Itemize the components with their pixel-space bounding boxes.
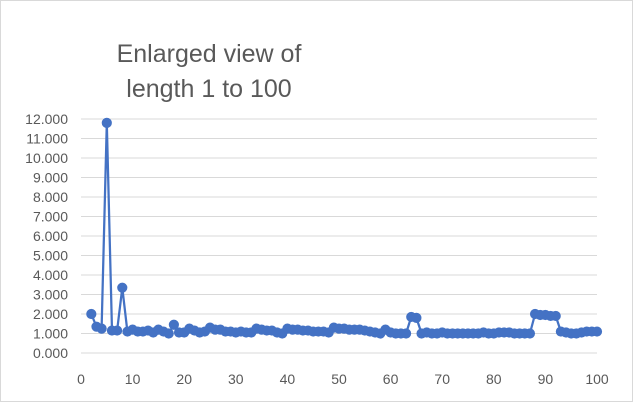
- y-axis-tick-labels: 0.000 1.000 2.000 3.000 4.000 5.000 6.000 7.000…: [25, 111, 68, 361]
- x-tick-label: 100: [585, 371, 609, 387]
- x-tick-label: 40: [280, 371, 296, 387]
- x-tick-label: 90: [538, 371, 554, 387]
- x-tick-label: 20: [176, 371, 192, 387]
- data-point: [168, 319, 179, 330]
- data-point: [86, 308, 97, 320]
- x-tick-label: 70: [434, 371, 450, 387]
- y-tick-label: 5.000: [33, 248, 68, 264]
- chart-title-line-1: Enlarged view of: [117, 40, 302, 68]
- x-tick-label: 10: [125, 371, 141, 387]
- x-axis-tick-labels: 0 10 20 30 40 50 60 70 80 90 100: [77, 371, 609, 387]
- data-point: [411, 312, 422, 323]
- chart-title-line-2: length 1 to 100: [126, 75, 291, 103]
- y-tick-label: 4.000: [33, 267, 68, 283]
- x-tick-label: 0: [77, 371, 85, 387]
- gridlines: [81, 118, 597, 334]
- data-point: [101, 117, 112, 129]
- y-tick-label: 10.000: [25, 150, 68, 166]
- y-tick-label: 12.000: [25, 111, 68, 127]
- x-tick-label: 30: [228, 371, 244, 387]
- x-tick-label: 50: [331, 371, 347, 387]
- y-tick-label: 6.000: [33, 228, 68, 244]
- y-tick-label: 7.000: [33, 209, 68, 225]
- y-tick-label: 9.000: [33, 170, 68, 186]
- series-markers: [86, 117, 603, 339]
- data-point: [591, 326, 603, 337]
- data-point: [524, 328, 536, 339]
- series-line: [90, 121, 597, 335]
- y-tick-label: 2.000: [33, 306, 68, 322]
- x-tick-label: 80: [486, 371, 502, 387]
- x-tick-label: 60: [383, 371, 399, 387]
- y-tick-label: 11.000: [26, 131, 68, 147]
- y-tick-label: 0.000: [33, 345, 68, 361]
- data-point: [112, 325, 123, 336]
- data-point: [163, 328, 174, 339]
- data-point: [96, 323, 107, 334]
- y-tick-label: 3.000: [33, 287, 68, 303]
- y-tick-label: 8.000: [33, 189, 68, 205]
- data-point: [550, 310, 561, 322]
- data-point: [400, 328, 412, 339]
- data-point: [117, 282, 128, 293]
- y-tick-label: 1.000: [33, 326, 68, 342]
